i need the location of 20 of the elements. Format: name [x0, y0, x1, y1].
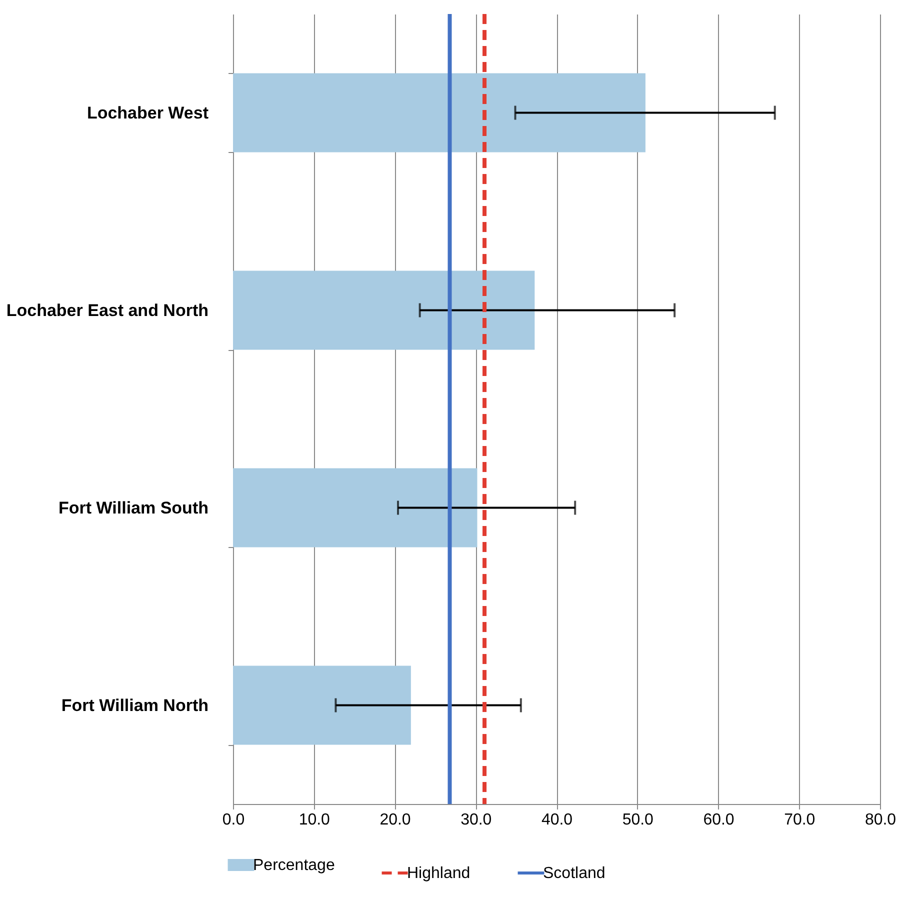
x-tick-label: 50.0: [622, 812, 654, 828]
bar: [233, 666, 411, 745]
legend-label: Highland: [407, 865, 470, 882]
x-tick-label: 20.0: [380, 812, 411, 828]
y-tick-label: Fort William North: [61, 696, 208, 715]
x-tick-label: 70.0: [784, 812, 816, 828]
x-tick-label: 0.0: [222, 812, 245, 828]
y-tick-label: Lochaber West: [86, 103, 209, 122]
y-tick-label: Lochaber East and North: [6, 300, 208, 320]
y-tick-label: Fort William South: [58, 498, 208, 518]
bar: [233, 73, 646, 152]
x-tick-label: 30.0: [460, 812, 492, 828]
legend-label: Percentage: [253, 857, 335, 874]
bar: [233, 468, 478, 548]
legend-label: Scotland: [543, 865, 606, 882]
x-tick-label: 10.0: [298, 812, 330, 828]
x-tick-label: 60.0: [703, 812, 734, 828]
x-tick-label: 80.0: [864, 812, 896, 828]
bar: [233, 270, 535, 350]
x-tick-label: 40.0: [541, 812, 573, 828]
